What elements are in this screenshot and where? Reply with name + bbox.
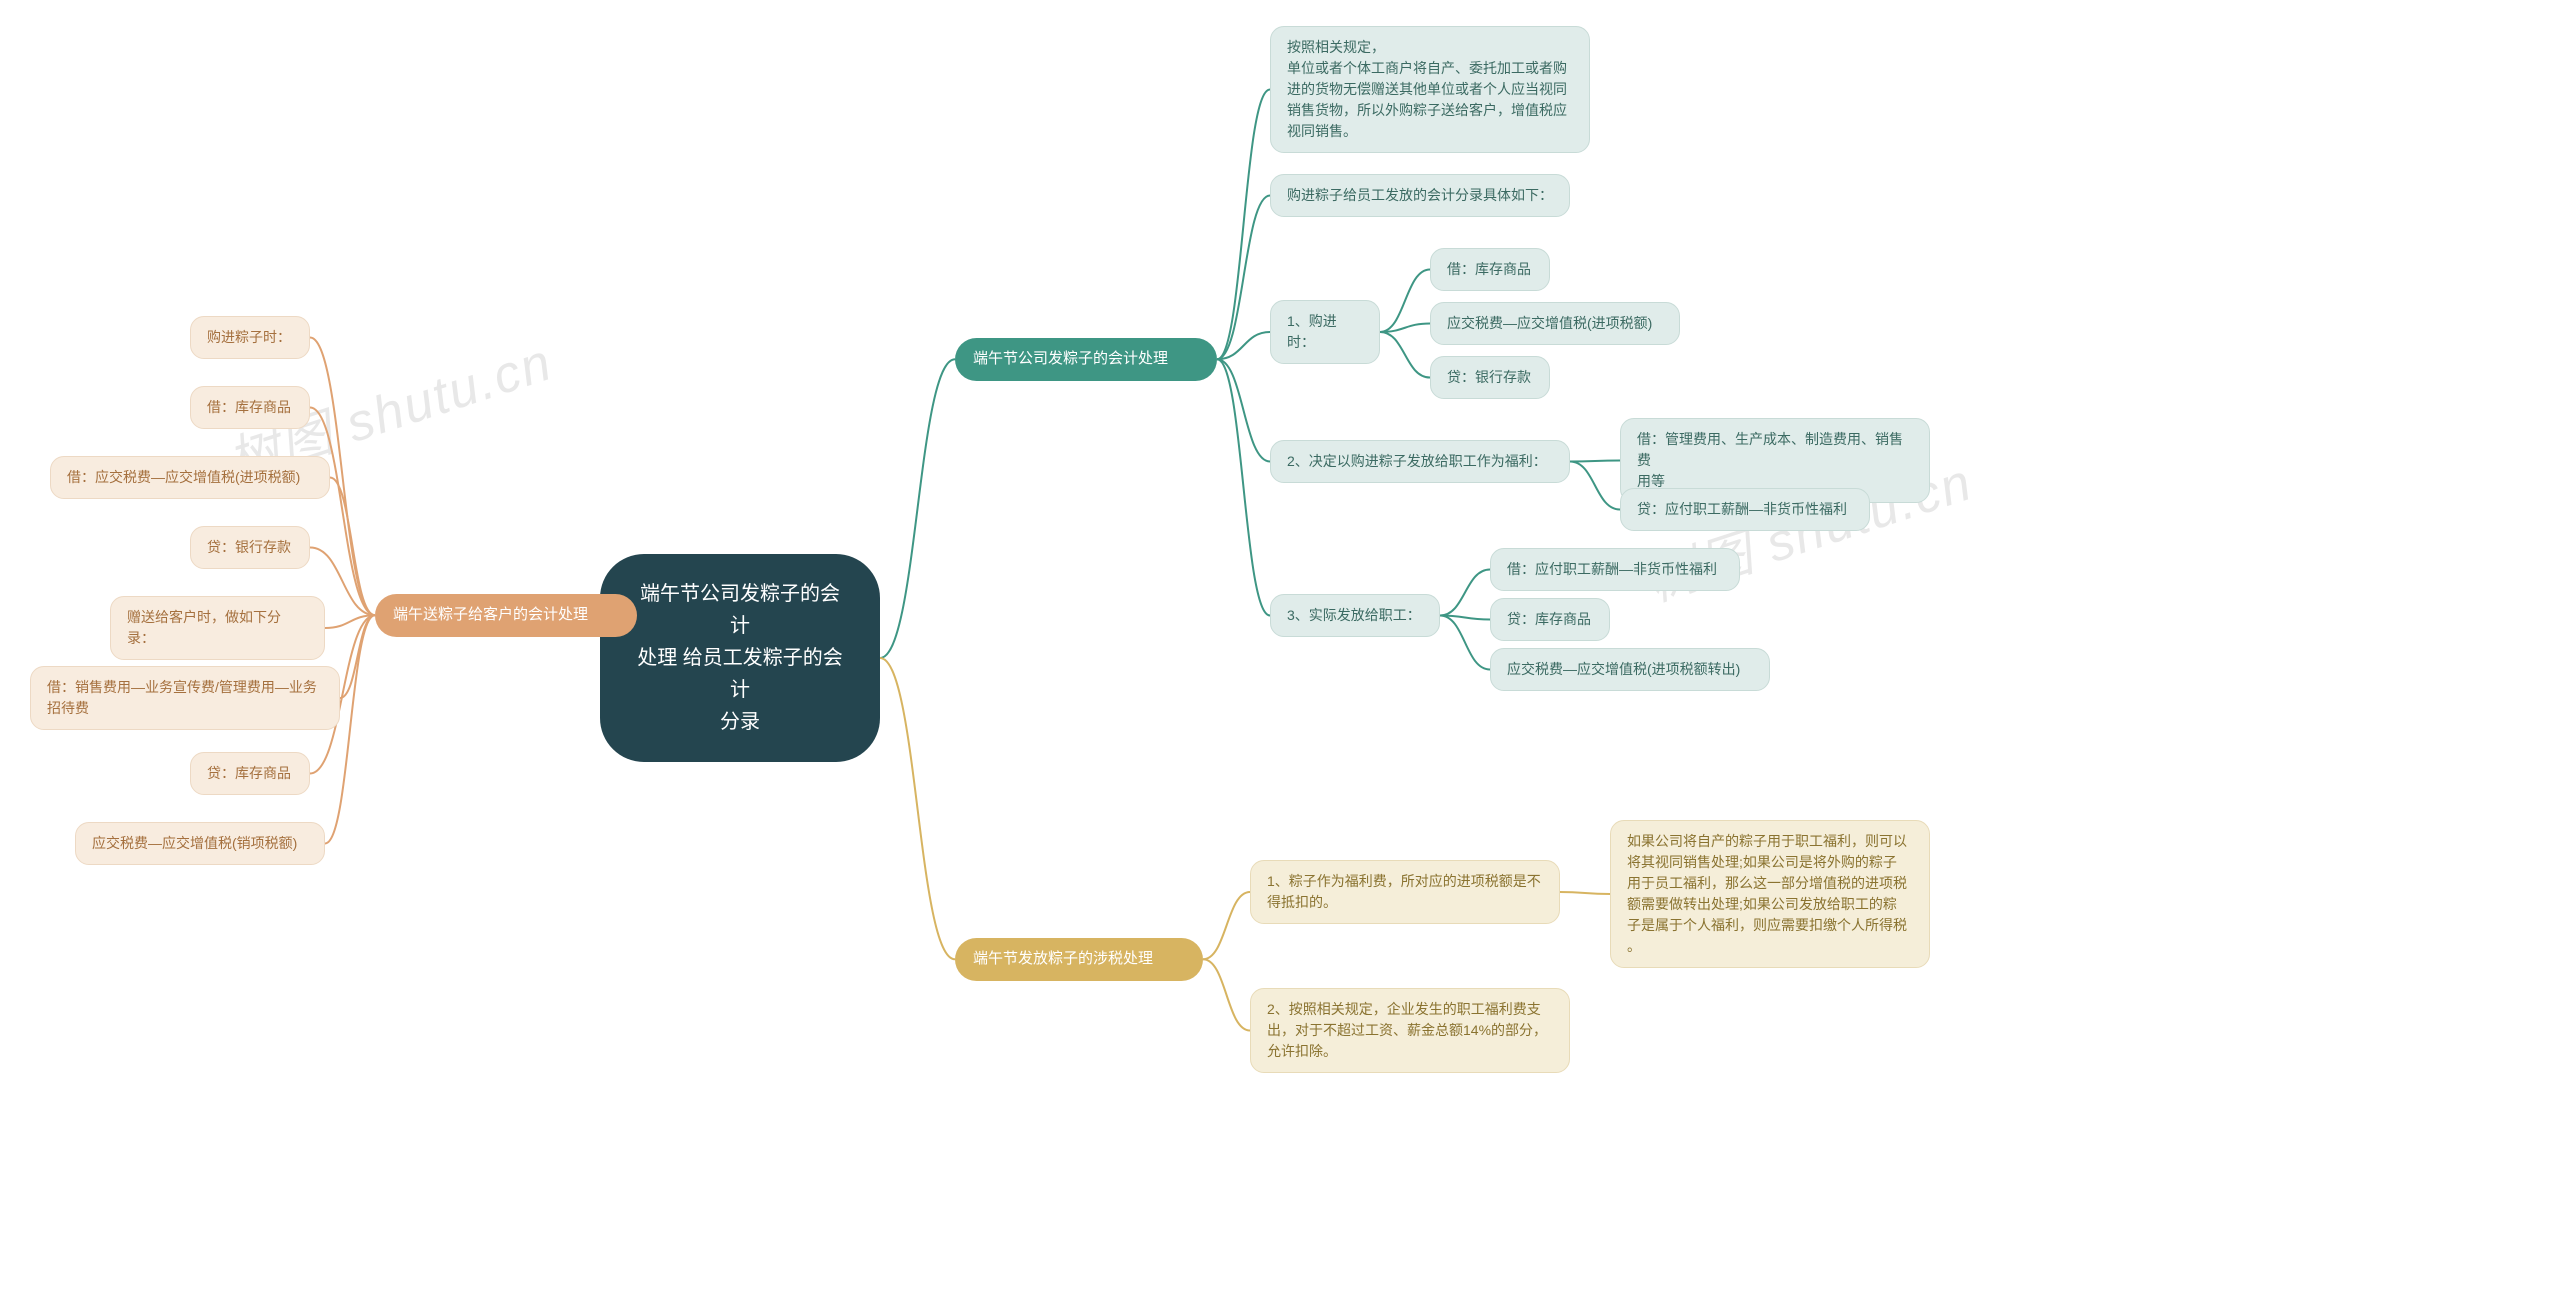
leaf-b1-c5-1[interactable]: 借：应付职工薪酬—非货币性福利 [1490, 548, 1740, 591]
leaf-b1-c3[interactable]: 1、购进时： [1270, 300, 1380, 364]
leaf-b2-c1[interactable]: 1、粽子作为福利费，所对应的进项税额是不 得抵扣的。 [1250, 860, 1560, 924]
leaf-b1-c3-3[interactable]: 贷：银行存款 [1430, 356, 1550, 399]
leaf-b3-c8[interactable]: 应交税费—应交增值税(销项税额) [75, 822, 325, 865]
leaf-b3-c2[interactable]: 借：库存商品 [190, 386, 310, 429]
leaf-b1-c4-2[interactable]: 贷：应付职工薪酬—非货币性福利 [1620, 488, 1870, 531]
leaf-b1-c5-3[interactable]: 应交税费—应交增值税(进项税额转出) [1490, 648, 1770, 691]
leaf-b3-c6[interactable]: 借：销售费用—业务宣传费/管理费用—业务 招待费 [30, 666, 340, 730]
leaf-b1-c2[interactable]: 购进粽子给员工发放的会计分录具体如下： [1270, 174, 1570, 217]
leaf-b1-c5[interactable]: 3、实际发放给职工： [1270, 594, 1440, 637]
leaf-b1-c3-2[interactable]: 应交税费—应交增值税(进项税额) [1430, 302, 1680, 345]
branch-tax[interactable]: 端午节发放粽子的涉税处理 [955, 938, 1203, 981]
leaf-b2-c1-1[interactable]: 如果公司将自产的粽子用于职工福利，则可以 将其视同销售处理;如果公司是将外购的粽… [1610, 820, 1930, 968]
leaf-b3-c3[interactable]: 借：应交税费—应交增值税(进项税额) [50, 456, 330, 499]
leaf-b3-c1[interactable]: 购进粽子时： [190, 316, 310, 359]
leaf-b1-c1[interactable]: 按照相关规定， 单位或者个体工商户将自产、委托加工或者购 进的货物无偿赠送其他单… [1270, 26, 1590, 153]
leaf-b3-c4[interactable]: 贷：银行存款 [190, 526, 310, 569]
leaf-b3-c5[interactable]: 赠送给客户时，做如下分录： [110, 596, 325, 660]
branch-accounting[interactable]: 端午节公司发粽子的会计处理 [955, 338, 1217, 381]
leaf-b1-c3-1[interactable]: 借：库存商品 [1430, 248, 1550, 291]
leaf-b2-c2[interactable]: 2、按照相关规定，企业发生的职工福利费支 出，对于不超过工资、薪金总额14%的部… [1250, 988, 1570, 1073]
leaf-b1-c4[interactable]: 2、决定以购进粽子发放给职工作为福利： [1270, 440, 1570, 483]
leaf-b3-c7[interactable]: 贷：库存商品 [190, 752, 310, 795]
mindmap-root[interactable]: 端午节公司发粽子的会计 处理 给员工发粽子的会计 分录 [600, 554, 880, 762]
leaf-b1-c5-2[interactable]: 贷：库存商品 [1490, 598, 1610, 641]
branch-customer[interactable]: 端午送粽子给客户的会计处理 [375, 594, 637, 637]
